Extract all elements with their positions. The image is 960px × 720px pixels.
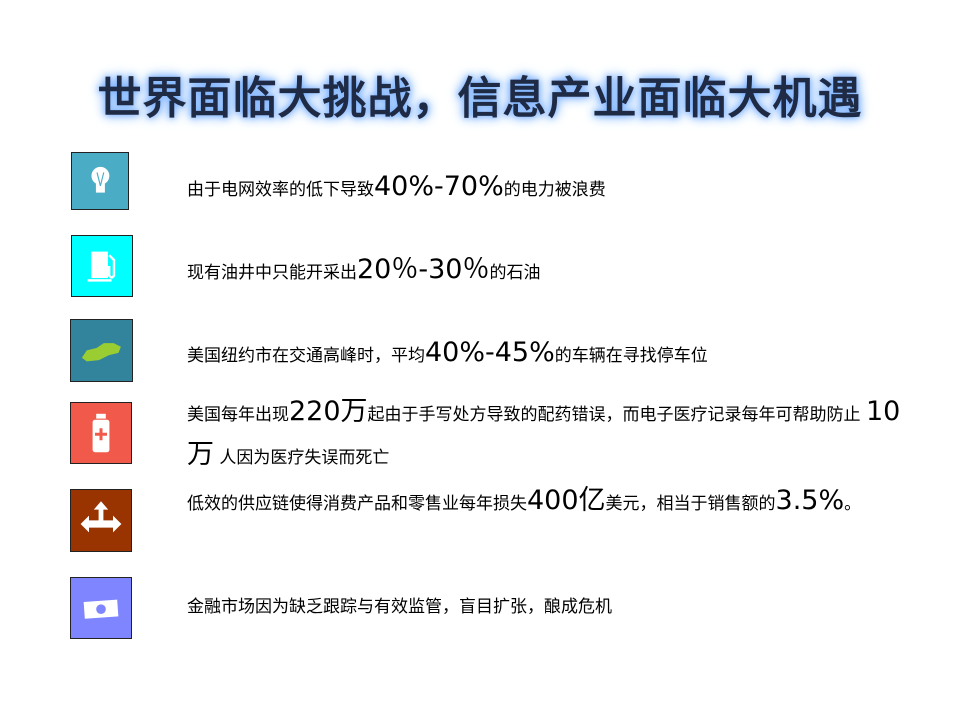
item-2-text: 现有油井中只能开采出20％-30％的石油 — [187, 254, 541, 285]
lightbulb-icon — [71, 152, 129, 210]
slide-title: 世界面临大挑战，信息产业面临大机遇 — [97, 73, 863, 124]
item-6-text: 金融市场因为缺乏跟踪与有效监管，盲目扩张，酿成危机 — [187, 597, 612, 617]
medicine-bottle-icon — [70, 402, 132, 464]
car-icon — [70, 319, 133, 382]
split-arrows-icon — [70, 489, 132, 552]
money-icon — [70, 577, 132, 639]
item-1-text: 由于电网效率的低下导致40%-70%的电力被浪费 — [187, 171, 606, 202]
fuel-pump-icon — [71, 235, 133, 297]
item-3-text: 美国纽约市在交通高峰时，平均40%-45%的车辆在寻找停车位 — [187, 337, 708, 368]
item-5-text: 低效的供应链使得消费产品和零售业每年损失400亿美元，相当于销售额的3.5%。 — [187, 485, 862, 516]
item-4-text: 美国每年出现220万起由于手写处方导致的配药错误，而电子医疗记录每年可帮助防止 … — [187, 396, 901, 470]
